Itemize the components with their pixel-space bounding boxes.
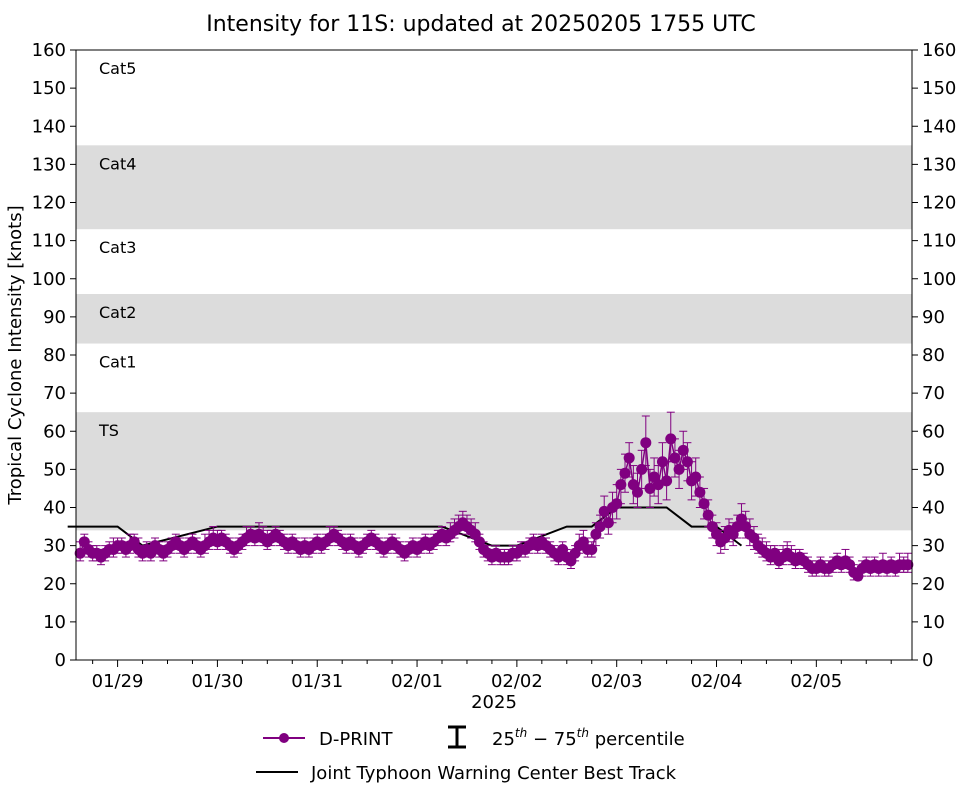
category-bands: TS Cat1 Cat2 Cat3 Cat4 Cat5	[76, 59, 912, 531]
dprint-point	[694, 486, 706, 498]
y-tick-label-right: 110	[922, 231, 956, 252]
legend-besttrack-label: Joint Typhoon Warning Center Best Track	[310, 763, 677, 784]
y-tick-label-right: 140	[922, 116, 956, 137]
band-label-cat3: Cat3	[99, 238, 136, 257]
x-tick-label: 02/04	[691, 671, 743, 692]
y-tick-label-right: 120	[922, 193, 956, 214]
y-tick-label-left: 40	[43, 498, 66, 519]
dprint-point	[665, 433, 677, 445]
dprint-point	[619, 467, 631, 479]
dprint-point	[656, 456, 668, 468]
dprint-point	[611, 498, 623, 510]
dprint-point	[661, 475, 673, 487]
y-tick-label-left: 160	[32, 40, 66, 61]
y-tick-label-right: 130	[922, 154, 956, 175]
x-axis-label: 2025	[471, 692, 517, 713]
y-tick-label-left: 150	[32, 78, 66, 99]
dprint-point	[677, 444, 689, 456]
x-tick-label: 01/30	[191, 671, 243, 692]
x-tick-label: 01/29	[92, 671, 144, 692]
legend-percentile-icon	[448, 725, 466, 749]
band-label-cat2: Cat2	[99, 303, 136, 322]
y-axis-label: Tropical Cyclone Intensity [knots]	[5, 205, 26, 505]
y-tick-label-left: 140	[32, 116, 66, 137]
y-tick-label-left: 60	[43, 421, 66, 442]
dprint-point	[586, 543, 598, 555]
y-tick-label-left: 120	[32, 193, 66, 214]
dprint-point	[594, 521, 606, 533]
legend-dprint-marker	[279, 733, 289, 743]
dprint-point	[644, 482, 656, 494]
y-tick-label-left: 130	[32, 154, 66, 175]
y-tick-label-right: 100	[922, 269, 956, 290]
dprint-series	[74, 411, 914, 582]
band-label-ts: TS	[98, 421, 119, 440]
dprint-point	[640, 437, 652, 449]
legend: D-PRINT 25th − 75th percentile Joint Typ…	[256, 725, 685, 784]
band-ts	[76, 412, 912, 531]
y-tick-label-left: 70	[43, 383, 66, 404]
y-tick-label-right: 50	[922, 459, 945, 480]
y-tick-label-right: 10	[922, 612, 945, 633]
x-tick-label: 01/31	[291, 671, 343, 692]
x-tick-label: 02/03	[591, 671, 643, 692]
dprint-point	[631, 486, 643, 498]
y-tick-label-right: 30	[922, 536, 945, 557]
y-tick-label-left: 100	[32, 269, 66, 290]
y-tick-label-right: 70	[922, 383, 945, 404]
band-cat2	[76, 294, 912, 344]
y-tick-label-left: 20	[43, 574, 66, 595]
x-tick-label: 02/01	[391, 671, 443, 692]
dprint-point	[673, 463, 685, 475]
dprint-point	[669, 452, 681, 464]
y-tick-label-right: 80	[922, 345, 945, 366]
band-label-cat1: Cat1	[99, 353, 136, 372]
dprint-point	[652, 479, 664, 491]
chart-title: Intensity for 11S: updated at 20250205 1…	[206, 12, 756, 37]
legend-percentile-label: 25th − 75th percentile	[492, 726, 685, 750]
dprint-point	[602, 517, 614, 529]
dprint-point	[636, 463, 648, 475]
dprint-point	[615, 479, 627, 491]
y-axis-left: 0 10 20 30 40 50 60 70 80 90 100 110 120 130 140 150 160	[32, 40, 76, 671]
dprint-point	[623, 452, 635, 464]
x-axis: 01/29 01/30 01/31 02/01 02/02 02/03 02/04 02/05	[92, 660, 892, 692]
y-tick-label-left: 10	[43, 612, 66, 633]
dprint-point	[698, 498, 710, 510]
y-tick-label-right: 60	[922, 421, 945, 442]
y-tick-label-left: 110	[32, 231, 66, 252]
y-tick-label-right: 90	[922, 307, 945, 328]
y-tick-label-right: 20	[922, 574, 945, 595]
y-tick-label-left: 30	[43, 536, 66, 557]
dprint-point	[690, 471, 702, 483]
dprint-point	[902, 559, 914, 571]
y-axis-right: 0 10 20 30 40 50 60 70 80 90 100 110 120 130 140 150 160	[912, 40, 956, 671]
band-cat4	[76, 145, 912, 230]
y-tick-label-right: 160	[922, 40, 956, 61]
x-tick-label: 02/05	[790, 671, 842, 692]
legend-dprint-label: D-PRINT	[319, 729, 393, 750]
band-label-cat5: Cat5	[99, 59, 136, 78]
y-tick-label-right: 150	[922, 78, 956, 99]
x-tick-label: 02/02	[491, 671, 543, 692]
dprint-point	[681, 456, 693, 468]
dprint-point	[74, 547, 86, 559]
y-tick-label-right: 40	[922, 498, 945, 519]
band-label-cat4: Cat4	[99, 154, 136, 173]
y-tick-label-left: 50	[43, 459, 66, 480]
y-tick-label-left: 80	[43, 345, 66, 366]
plot-frame	[75, 49, 913, 661]
dprint-point	[598, 505, 610, 517]
y-tick-label-right: 0	[922, 650, 933, 671]
y-tick-label-left: 90	[43, 307, 66, 328]
dprint-point	[702, 509, 714, 521]
y-tick-label-left: 0	[55, 650, 66, 671]
